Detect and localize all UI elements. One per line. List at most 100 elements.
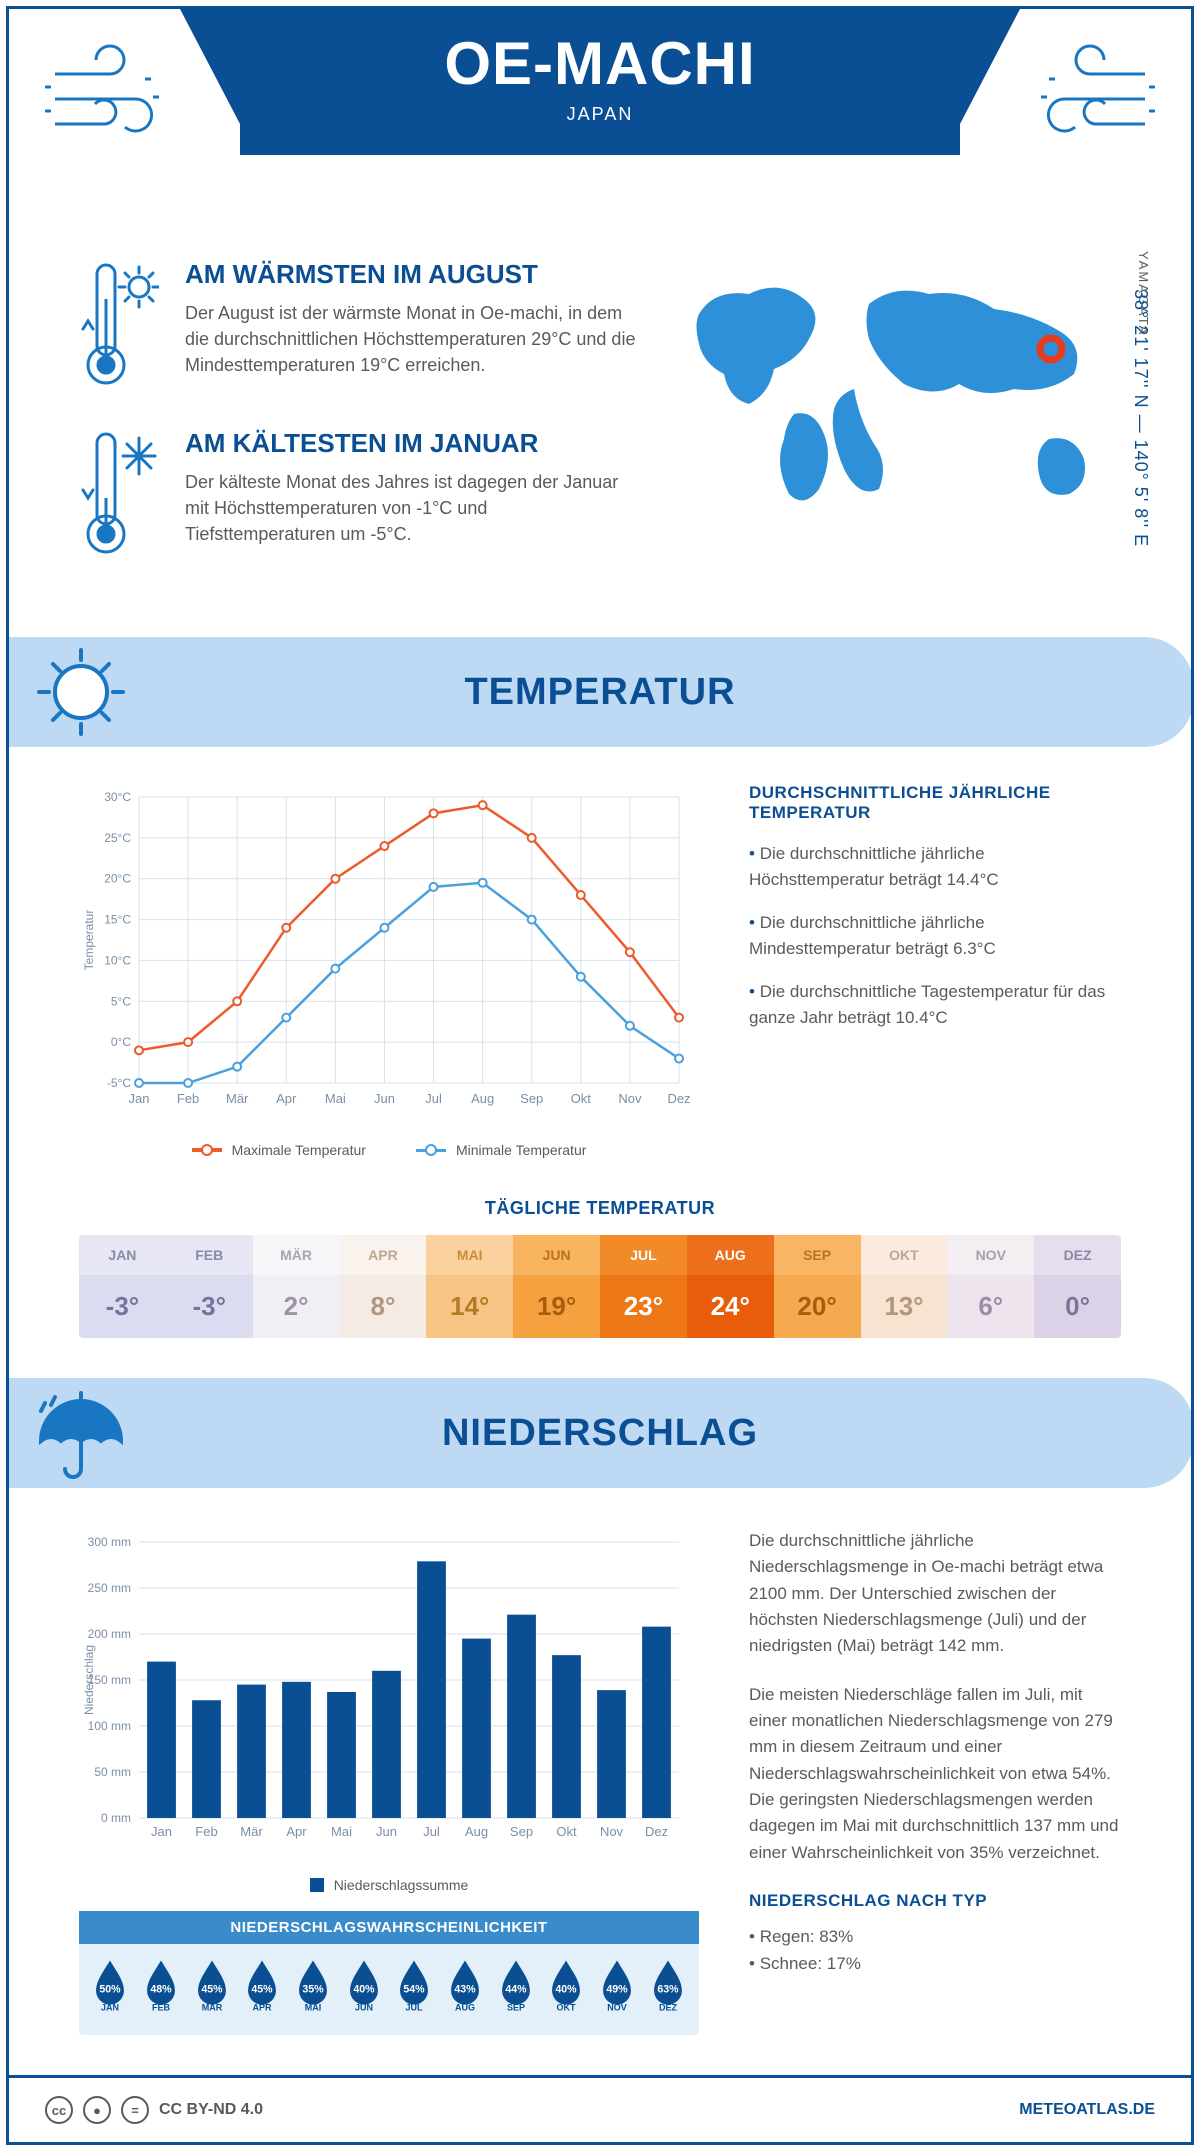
svg-text:Nov: Nov bbox=[618, 1091, 642, 1106]
svg-text:Niederschlag: Niederschlag bbox=[82, 1645, 96, 1715]
precip-legend: Niederschlagssumme bbox=[334, 1877, 469, 1893]
svg-text:45%: 45% bbox=[252, 1983, 274, 1995]
temp-legend: Maximale Temperatur Minimale Temperatur bbox=[79, 1142, 699, 1158]
month-header: MÄR bbox=[253, 1235, 340, 1275]
precip-rain: Regen: 83% bbox=[760, 1927, 854, 1946]
svg-text:49%: 49% bbox=[606, 1983, 628, 1995]
month-value: 8° bbox=[340, 1275, 427, 1338]
title-ribbon: OE-MACHI JAPAN bbox=[240, 9, 960, 155]
svg-text:20°C: 20°C bbox=[104, 872, 131, 886]
legend-min: Minimale Temperatur bbox=[456, 1142, 586, 1158]
prob-title: NIEDERSCHLAGSWAHRSCHEINLICHKEIT bbox=[79, 1911, 699, 1944]
month-header: FEB bbox=[166, 1235, 253, 1275]
month-value: 0° bbox=[1034, 1275, 1121, 1338]
precip-prob-drop: 45%MÄR bbox=[188, 1958, 235, 2017]
license-text: CC BY-ND 4.0 bbox=[159, 2101, 263, 2119]
svg-text:0°C: 0°C bbox=[111, 1035, 131, 1049]
svg-text:SEP: SEP bbox=[507, 2002, 525, 2012]
precip-prob-drop: 44% SEP bbox=[492, 1958, 539, 2017]
precip-type-title: NIEDERSCHLAG NACH TYP bbox=[749, 1888, 1121, 1914]
svg-text:Okt: Okt bbox=[556, 1824, 577, 1839]
svg-text:25°C: 25°C bbox=[104, 831, 131, 845]
month-header: OKT bbox=[861, 1235, 948, 1275]
precip-prob-drop: 43% AUG bbox=[442, 1958, 489, 2017]
svg-text:100 mm: 100 mm bbox=[88, 1719, 131, 1733]
thermometer-snow-icon bbox=[79, 428, 159, 558]
month-value: -3° bbox=[79, 1275, 166, 1338]
svg-text:44%: 44% bbox=[505, 1983, 527, 1995]
svg-text:Sep: Sep bbox=[510, 1824, 533, 1839]
intro-section: AM WÄRMSTEN IM AUGUST Der August ist der… bbox=[9, 259, 1191, 597]
svg-text:DEZ: DEZ bbox=[659, 2002, 678, 2012]
svg-text:250 mm: 250 mm bbox=[88, 1581, 131, 1595]
by-icon: ● bbox=[83, 2096, 111, 2124]
month-header: MAI bbox=[426, 1235, 513, 1275]
footer: cc ● = CC BY-ND 4.0 METEOATLAS.DE bbox=[9, 2075, 1191, 2142]
warmest-fact: AM WÄRMSTEN IM AUGUST Der August ist der… bbox=[79, 259, 639, 394]
temp-summary-item: Die durchschnittliche jährliche Höchstte… bbox=[749, 841, 1121, 892]
warmest-title: AM WÄRMSTEN IM AUGUST bbox=[185, 259, 639, 290]
svg-text:APR: APR bbox=[253, 2002, 273, 2012]
svg-text:300 mm: 300 mm bbox=[88, 1535, 131, 1549]
svg-text:54%: 54% bbox=[404, 1983, 426, 1995]
precip-snow: Schnee: 17% bbox=[760, 1954, 861, 1973]
svg-text:Temperatur: Temperatur bbox=[82, 910, 96, 971]
month-header: JUN bbox=[513, 1235, 600, 1275]
section-title: TEMPERATUR bbox=[156, 671, 1044, 714]
precipitation-heading: NIEDERSCHLAG bbox=[6, 1378, 1194, 1488]
precip-p2: Die meisten Niederschläge fallen im Juli… bbox=[749, 1682, 1121, 1866]
svg-text:Feb: Feb bbox=[177, 1091, 199, 1106]
svg-text:AUG: AUG bbox=[455, 2002, 475, 2012]
svg-text:30°C: 30°C bbox=[104, 790, 131, 804]
svg-text:40%: 40% bbox=[353, 1983, 375, 1995]
svg-text:43%: 43% bbox=[454, 1983, 476, 1995]
world-map: YAMAGATA 38° 21' 17'' N — 140° 5' 8'' E bbox=[679, 259, 1121, 597]
svg-text:NOV: NOV bbox=[607, 2002, 627, 2012]
coldest-body: Der kälteste Monat des Jahres ist dagege… bbox=[185, 469, 639, 547]
precip-prob-drop: 63%DEZ bbox=[644, 1958, 691, 2017]
svg-text:Jul: Jul bbox=[425, 1091, 442, 1106]
svg-text:Mai: Mai bbox=[325, 1091, 346, 1106]
svg-text:JUL: JUL bbox=[406, 2002, 424, 2012]
svg-text:Apr: Apr bbox=[276, 1091, 297, 1106]
svg-text:Sep: Sep bbox=[520, 1091, 543, 1106]
temperature-heading: TEMPERATUR bbox=[6, 637, 1194, 747]
month-value: 13° bbox=[861, 1275, 948, 1338]
site-name: METEOATLAS.DE bbox=[1019, 2101, 1155, 2119]
license: cc ● = CC BY-ND 4.0 bbox=[45, 2096, 263, 2124]
svg-text:Mär: Mär bbox=[240, 1824, 263, 1839]
coordinates: 38° 21' 17'' N — 140° 5' 8'' E bbox=[1130, 289, 1151, 547]
thermometer-sun-icon bbox=[79, 259, 159, 389]
wind-icon bbox=[1025, 39, 1155, 149]
month-header: APR bbox=[340, 1235, 427, 1275]
month-header: NOV bbox=[947, 1235, 1034, 1275]
svg-text:FEB: FEB bbox=[152, 2002, 171, 2012]
daily-temp-grid: JANFEBMÄRAPRMAIJUNJULAUGSEPOKTNOVDEZ-3°-… bbox=[79, 1235, 1121, 1338]
month-header: DEZ bbox=[1034, 1235, 1121, 1275]
svg-text:Apr: Apr bbox=[286, 1824, 307, 1839]
temp-summary: DURCHSCHNITTLICHE JÄHRLICHE TEMPERATUR D… bbox=[749, 783, 1121, 1158]
svg-text:Jul: Jul bbox=[423, 1824, 440, 1839]
wind-icon bbox=[45, 39, 175, 149]
month-value: 14° bbox=[426, 1275, 513, 1338]
precip-probability-box: NIEDERSCHLAGSWAHRSCHEINLICHKEIT 50%JAN48… bbox=[79, 1911, 699, 2035]
svg-text:Nov: Nov bbox=[600, 1824, 624, 1839]
month-header: SEP bbox=[774, 1235, 861, 1275]
svg-text:200 mm: 200 mm bbox=[88, 1627, 131, 1641]
precip-prob-drop: 49% NOV bbox=[594, 1958, 641, 2017]
svg-text:0 mm: 0 mm bbox=[101, 1811, 131, 1825]
svg-text:Aug: Aug bbox=[465, 1824, 488, 1839]
temperature-line-chart: -5°C0°C5°C10°C15°C20°C25°C30°CJanFebMärA… bbox=[79, 783, 699, 1158]
month-value: 24° bbox=[687, 1275, 774, 1338]
svg-text:5°C: 5°C bbox=[111, 994, 131, 1008]
precip-text: Die durchschnittliche jährliche Niedersc… bbox=[749, 1528, 1121, 2035]
month-value: 20° bbox=[774, 1275, 861, 1338]
temp-summary-item: Die durchschnittliche jährliche Mindestt… bbox=[749, 910, 1121, 961]
month-value: 19° bbox=[513, 1275, 600, 1338]
sun-icon bbox=[31, 642, 131, 742]
precip-prob-drop: 40%OKT bbox=[543, 1958, 590, 2017]
svg-text:JAN: JAN bbox=[101, 2002, 119, 2012]
svg-text:Mai: Mai bbox=[331, 1824, 352, 1839]
month-value: 6° bbox=[947, 1275, 1034, 1338]
svg-text:MÄR: MÄR bbox=[201, 2002, 222, 2012]
